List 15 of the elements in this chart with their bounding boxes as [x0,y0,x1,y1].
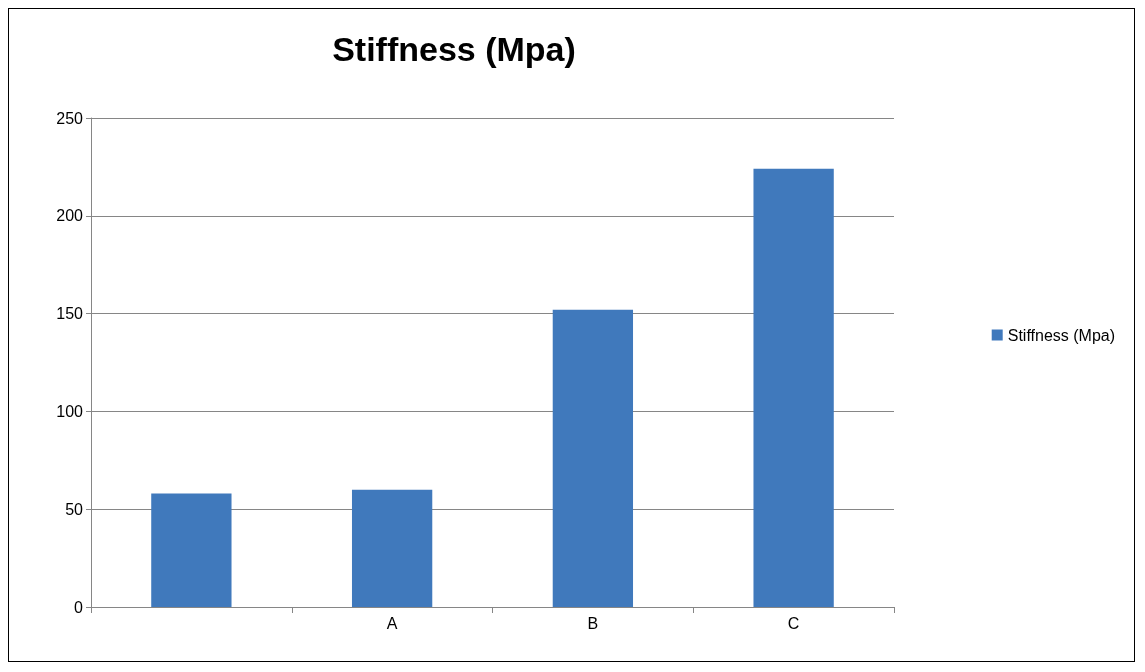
chart-title: Stiffness (Mpa) [332,30,576,68]
y-tick-label: 0 [74,598,84,616]
x-tick-label: B [587,614,599,632]
y-tick-label: 250 [56,109,84,127]
bar [151,493,232,607]
y-tick-label: 200 [56,207,84,225]
y-tick-label: 150 [56,305,84,323]
x-tick-label: A [386,614,398,632]
x-tick-label: C [787,614,800,632]
bar [753,168,834,607]
y-tick-label: 100 [56,402,84,420]
bar [351,489,433,607]
y-tick-label: 50 [65,500,84,518]
legend-label: Stiffness (Mpa) [1007,326,1115,344]
bar [552,309,634,607]
